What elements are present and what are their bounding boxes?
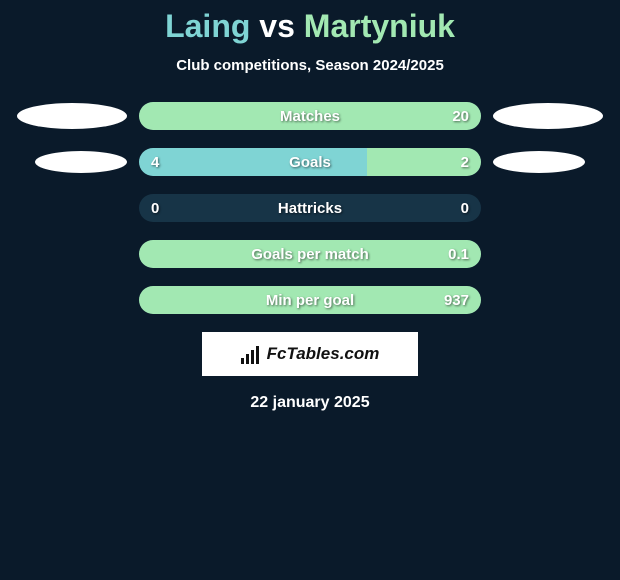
player2-ellipse xyxy=(493,151,585,173)
chart-icon xyxy=(241,344,261,364)
stat-label: Goals xyxy=(139,148,481,176)
logo-box[interactable]: FcTables.com xyxy=(202,332,418,376)
stat-label: Matches xyxy=(139,102,481,130)
logo-text: FcTables.com xyxy=(267,344,380,364)
stat-value-right: 2 xyxy=(461,148,469,176)
player2-ellipse xyxy=(493,103,603,129)
stat-value-right: 0 xyxy=(461,194,469,222)
stat-row: Matches20 xyxy=(0,102,620,130)
stat-row: 4Goals2 xyxy=(0,148,620,176)
stat-value-right: 20 xyxy=(452,102,469,130)
stat-bar: Matches20 xyxy=(139,102,481,130)
stat-label: Hattricks xyxy=(139,194,481,222)
stat-row: Min per goal937 xyxy=(0,286,620,314)
player1-ellipse xyxy=(17,103,127,129)
stat-bar: 0Hattricks0 xyxy=(139,194,481,222)
vs-text: vs xyxy=(259,8,295,44)
stat-bar: Goals per match0.1 xyxy=(139,240,481,268)
player1-ellipse xyxy=(35,151,127,173)
stat-bar: 4Goals2 xyxy=(139,148,481,176)
subtitle: Club competitions, Season 2024/2025 xyxy=(0,57,620,74)
stat-bar: Min per goal937 xyxy=(139,286,481,314)
title: Laing vs Martyniuk xyxy=(0,8,620,45)
player1-name: Laing xyxy=(165,8,250,44)
date-text: 22 january 2025 xyxy=(0,394,620,412)
stat-value-right: 937 xyxy=(444,286,469,314)
player2-name: Martyniuk xyxy=(304,8,455,44)
comparison-widget: Laing vs Martyniuk Club competitions, Se… xyxy=(0,0,620,412)
stat-row: Goals per match0.1 xyxy=(0,240,620,268)
stat-rows: Matches204Goals20Hattricks0Goals per mat… xyxy=(0,102,620,314)
stat-row: 0Hattricks0 xyxy=(0,194,620,222)
stat-label: Min per goal xyxy=(139,286,481,314)
stat-value-right: 0.1 xyxy=(448,240,469,268)
stat-label: Goals per match xyxy=(139,240,481,268)
